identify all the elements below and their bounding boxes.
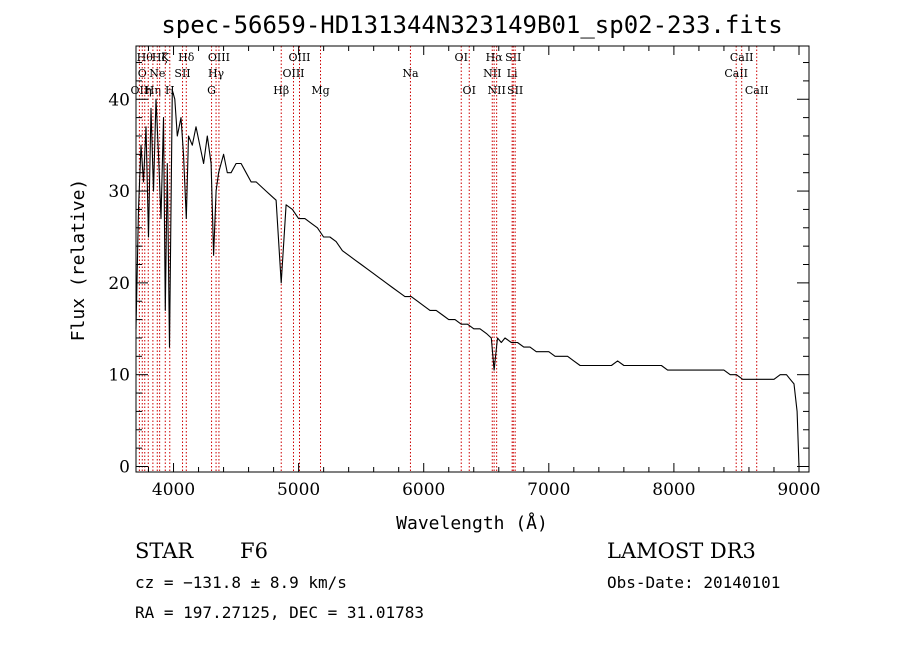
spectral-line-label: SII: [174, 67, 190, 80]
x-tick-label: 5000: [277, 480, 320, 500]
spectral-line-label: Hζ: [152, 51, 168, 64]
x-tick-label: 6000: [402, 480, 445, 500]
spectral-line-label: OIII: [282, 67, 304, 80]
spectral-line-label: G: [207, 84, 216, 97]
y-tick-label: 30: [108, 182, 130, 202]
y-tick-label: 40: [108, 90, 130, 110]
spectral-line-label: O: [138, 67, 147, 80]
spectral-line-label: CaII: [745, 84, 769, 97]
plot-frame: [135, 45, 810, 473]
spectral-line-label: Ne: [149, 67, 165, 80]
spectral-line-label: SII: [505, 51, 521, 64]
spectral-line-label: NII: [483, 67, 501, 80]
chart-title: spec-56659-HD131344N323149B01_sp02-233.f…: [161, 11, 782, 39]
axes: 4000 5000 6000 7000 8000 9000 0 10 20 30 40: [108, 46, 821, 500]
spectral-line-label: Hθ: [137, 51, 154, 64]
redshift-readout: cz = −131.8 ± 8.9 km/s: [135, 573, 347, 592]
spectral-line-label: H: [165, 84, 175, 97]
spectral-line-label: OII: [131, 84, 149, 97]
spectral-line-label: η: [145, 84, 152, 97]
x-tick-label: 9000: [777, 480, 820, 500]
spectral-line-label: SII: [507, 84, 523, 97]
coordinates-readout: RA = 197.27125, DEC = 31.01783: [135, 603, 424, 622]
spectrum-series: [135, 89, 800, 467]
spectral-line-label: Hα: [486, 51, 504, 64]
x-axis-label: Wavelength (Å): [396, 512, 548, 534]
spectral-line-label: OIII: [288, 51, 310, 64]
y-axis-label: Flux (relative): [68, 179, 89, 342]
spectral-line-label: CaII: [730, 51, 754, 64]
spectrum-line: [135, 89, 800, 467]
object-class: STAR: [135, 539, 194, 563]
object-subclass: F6: [240, 539, 268, 563]
spectral-line-label: Hη: [145, 84, 161, 97]
x-tick-label: 8000: [652, 480, 695, 500]
spectral-line-label: CaII: [724, 67, 748, 80]
spectral-line-label: OIII: [208, 51, 230, 64]
spectral-line-label: Hβ: [273, 84, 289, 97]
spectral-line-label: Mg: [311, 84, 329, 97]
spectral-line-label: Hδ: [178, 51, 195, 64]
spectral-line-label: OI: [455, 51, 468, 64]
spectral-line-label: NII: [487, 84, 505, 97]
spectral-line-label: Li: [507, 67, 518, 80]
spectral-line-label: Hγ: [208, 67, 225, 80]
spectral-line-label: OI: [463, 84, 476, 97]
observation-date: Obs-Date: 20140101: [607, 573, 781, 592]
x-tick-label: 7000: [527, 480, 570, 500]
spectral-line-label: Na: [402, 67, 419, 80]
x-tick-label: 4000: [152, 480, 195, 500]
spectral-line-markers: OII O Hθ ηHη Ne HζK H SII Hδ G Hγ OIII Hβ OIII OIII Mg N…: [131, 46, 769, 472]
spectral-line-label: K: [161, 51, 170, 64]
y-tick-label: 0: [119, 457, 130, 477]
y-tick-label: 20: [108, 274, 130, 294]
survey-name: LAMOST DR3: [607, 539, 756, 563]
y-tick-label: 10: [108, 366, 130, 386]
